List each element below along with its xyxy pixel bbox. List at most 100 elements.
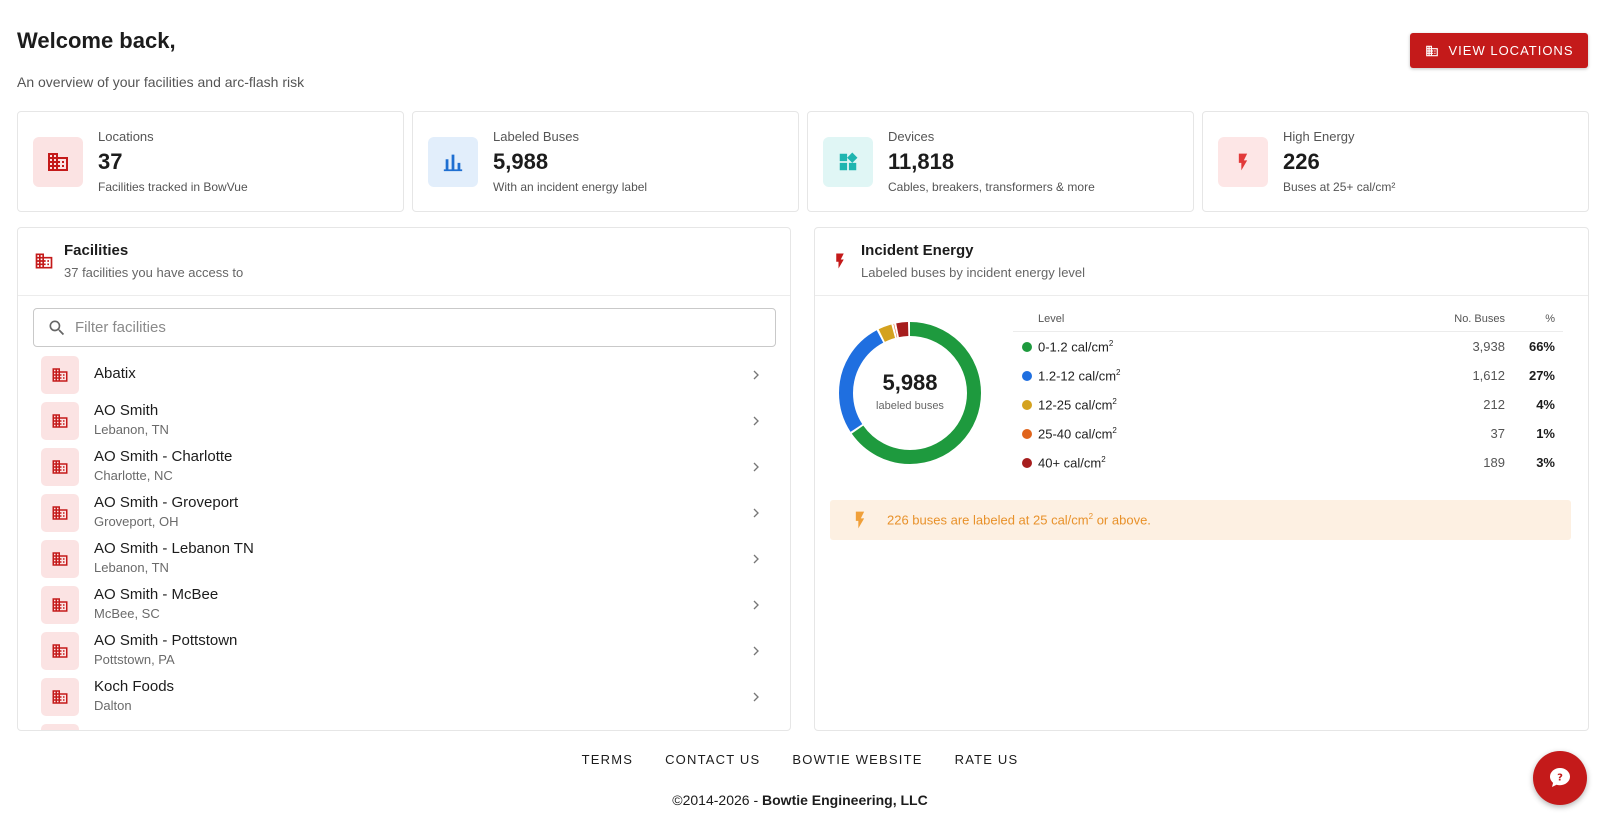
alert-sup: 2 <box>1088 512 1094 521</box>
facility-name: AO Smith <box>94 402 159 419</box>
facility-icon-bg <box>41 448 79 486</box>
building-icon <box>52 414 68 428</box>
widgets-icon <box>839 152 858 171</box>
incident-energy-table: Level No. Buses % 0-1.2 cal/cm2 3,938 66% 1… <box>1013 308 1563 477</box>
level-row: 0-1.2 cal/cm2 3,938 66% <box>1013 332 1563 361</box>
legend-dot <box>1022 429 1032 439</box>
facility-location: Pottstown, PA <box>94 652 175 667</box>
building-icon <box>35 253 53 269</box>
search-icon <box>49 320 65 335</box>
level-row: 25-40 cal/cm2 37 1% <box>1013 419 1563 448</box>
building-icon <box>1425 45 1438 56</box>
legend-dot <box>1022 400 1032 410</box>
table-header: Level No. Buses % <box>1013 308 1563 332</box>
legend-dot <box>1022 342 1032 352</box>
donut-slice <box>839 322 981 464</box>
stat-value: 11,818 <box>888 149 955 174</box>
facility-icon-bg <box>41 586 79 624</box>
stat-label: Devices <box>888 129 935 144</box>
building-icon <box>52 460 68 474</box>
legend-dot <box>1022 458 1032 468</box>
stat-desc: With an incident energy label <box>493 180 648 194</box>
stat-desc: Facilities tracked in BowVue <box>98 180 248 194</box>
level-label: 12-25 cal/cm2 <box>1038 397 1117 412</box>
building-icon <box>52 690 68 704</box>
stat-desc: Buses at 25+ cal/cm² <box>1283 180 1396 194</box>
building-icon <box>52 644 68 658</box>
facility-filter-input[interactable] <box>75 319 755 336</box>
stat-icon-bg <box>823 137 873 187</box>
view-locations-label: VIEW LOCATIONS <box>1448 43 1574 58</box>
facility-item-partial[interactable] <box>18 720 790 730</box>
svg-text:?: ? <box>1557 773 1563 784</box>
stat-value: 226 <box>1283 149 1320 174</box>
stat-desc: Cables, breakers, transformers & more <box>888 180 1095 194</box>
facility-icon-bg <box>41 540 79 578</box>
facilities-title: Facilities <box>64 242 129 259</box>
facility-item-ao-smith[interactable]: AO Smith Lebanon, TN <box>18 398 790 444</box>
stat-label: Labeled Buses <box>493 129 580 144</box>
facility-item-abatix[interactable]: Abatix <box>18 352 790 398</box>
facility-item-ao-smith-groveport[interactable]: AO Smith - Groveport Groveport, OH <box>18 490 790 536</box>
facility-icon-bg <box>41 402 79 440</box>
footer-link-website[interactable]: BOWTIE WEBSITE <box>792 752 923 767</box>
alert-main: 226 buses are labeled at 25 cal/cm <box>887 512 1089 528</box>
level-row: 40+ cal/cm2 189 3% <box>1013 448 1563 477</box>
level-label: 1.2-12 cal/cm2 <box>1038 368 1121 383</box>
view-locations-button[interactable]: VIEW LOCATIONS <box>1410 33 1588 68</box>
bus-count: 3,938 <box>1472 339 1505 354</box>
level-text: 0-1.2 cal/cm <box>1038 339 1109 355</box>
facility-icon-bg <box>41 356 79 394</box>
bolt-icon <box>1238 153 1248 171</box>
stat-icon-bg <box>428 137 478 187</box>
facility-item-koch-foods[interactable]: Koch Foods Dalton <box>18 674 790 720</box>
bus-pct: 1% <box>1536 426 1555 441</box>
facility-item-ao-smith-mcbee[interactable]: AO Smith - McBee McBee, SC <box>18 582 790 628</box>
col-pct: % <box>1545 313 1555 325</box>
col-level: Level <box>1038 313 1065 325</box>
footer-link-rate[interactable]: RATE US <box>954 752 1019 767</box>
stat-value: 37 <box>98 149 123 174</box>
stat-card-high-energy: High Energy 226 Buses at 25+ cal/cm² <box>1202 111 1589 212</box>
chevron-right-icon <box>753 692 759 702</box>
facility-icon-bg <box>41 494 79 532</box>
bus-count: 1,612 <box>1472 368 1505 383</box>
bar-chart-icon <box>443 154 463 172</box>
level-row: 12-25 cal/cm2 212 4% <box>1013 390 1563 419</box>
facility-icon-bg <box>41 678 79 716</box>
facility-location: Charlotte, NC <box>94 468 173 483</box>
footer-link-terms[interactable]: TERMS <box>581 752 634 767</box>
chat-button[interactable]: ? <box>1533 751 1587 805</box>
facility-item-ao-smith-charlotte[interactable]: AO Smith - Charlotte Charlotte, NC <box>18 444 790 490</box>
building-icon <box>52 506 68 520</box>
bus-count: 37 <box>1490 426 1505 441</box>
bolt-icon <box>836 253 844 269</box>
facility-location: Dalton <box>94 698 132 713</box>
level-label: 0-1.2 cal/cm2 <box>1038 339 1113 354</box>
chevron-right-icon <box>753 646 759 656</box>
level-text: 12-25 cal/cm <box>1038 397 1113 413</box>
facility-name: AO Smith - McBee <box>94 586 219 603</box>
facility-location: Lebanon, TN <box>94 560 169 575</box>
facility-name: AO Smith - Pottstown <box>94 632 238 649</box>
facility-item-ao-smith-lebanon-tn[interactable]: AO Smith - Lebanon TN Lebanon, TN <box>18 536 790 582</box>
table-body: 0-1.2 cal/cm2 3,938 66% 1.2-12 cal/cm2 1,612… <box>1013 332 1563 477</box>
footer-link-contact[interactable]: CONTACT US <box>665 752 761 767</box>
facilities-panel-header: Facilities 37 facilities you have access… <box>18 228 790 296</box>
level-sup: 2 <box>1116 368 1121 377</box>
stat-label: Locations <box>98 129 154 144</box>
facility-filter-field[interactable] <box>33 308 776 347</box>
facilities-panel: Facilities 37 facilities you have access… <box>17 227 791 731</box>
incident-energy-subtitle: Labeled buses by incident energy level <box>861 265 1086 280</box>
bus-pct: 27% <box>1528 368 1555 383</box>
level-sup: 2 <box>1112 397 1117 406</box>
facility-list: Abatix AO Smith Lebanon, TN AO Smith - C… <box>18 352 790 730</box>
facility-name: AO Smith - Groveport <box>94 494 239 511</box>
legend-dot <box>1022 371 1032 381</box>
facility-item-ao-smith-pottstown[interactable]: AO Smith - Pottstown Pottstown, PA <box>18 628 790 674</box>
building-icon <box>52 552 68 566</box>
facility-icon-bg <box>41 724 79 730</box>
bus-pct: 3% <box>1536 455 1555 470</box>
chevron-right-icon <box>753 600 759 610</box>
